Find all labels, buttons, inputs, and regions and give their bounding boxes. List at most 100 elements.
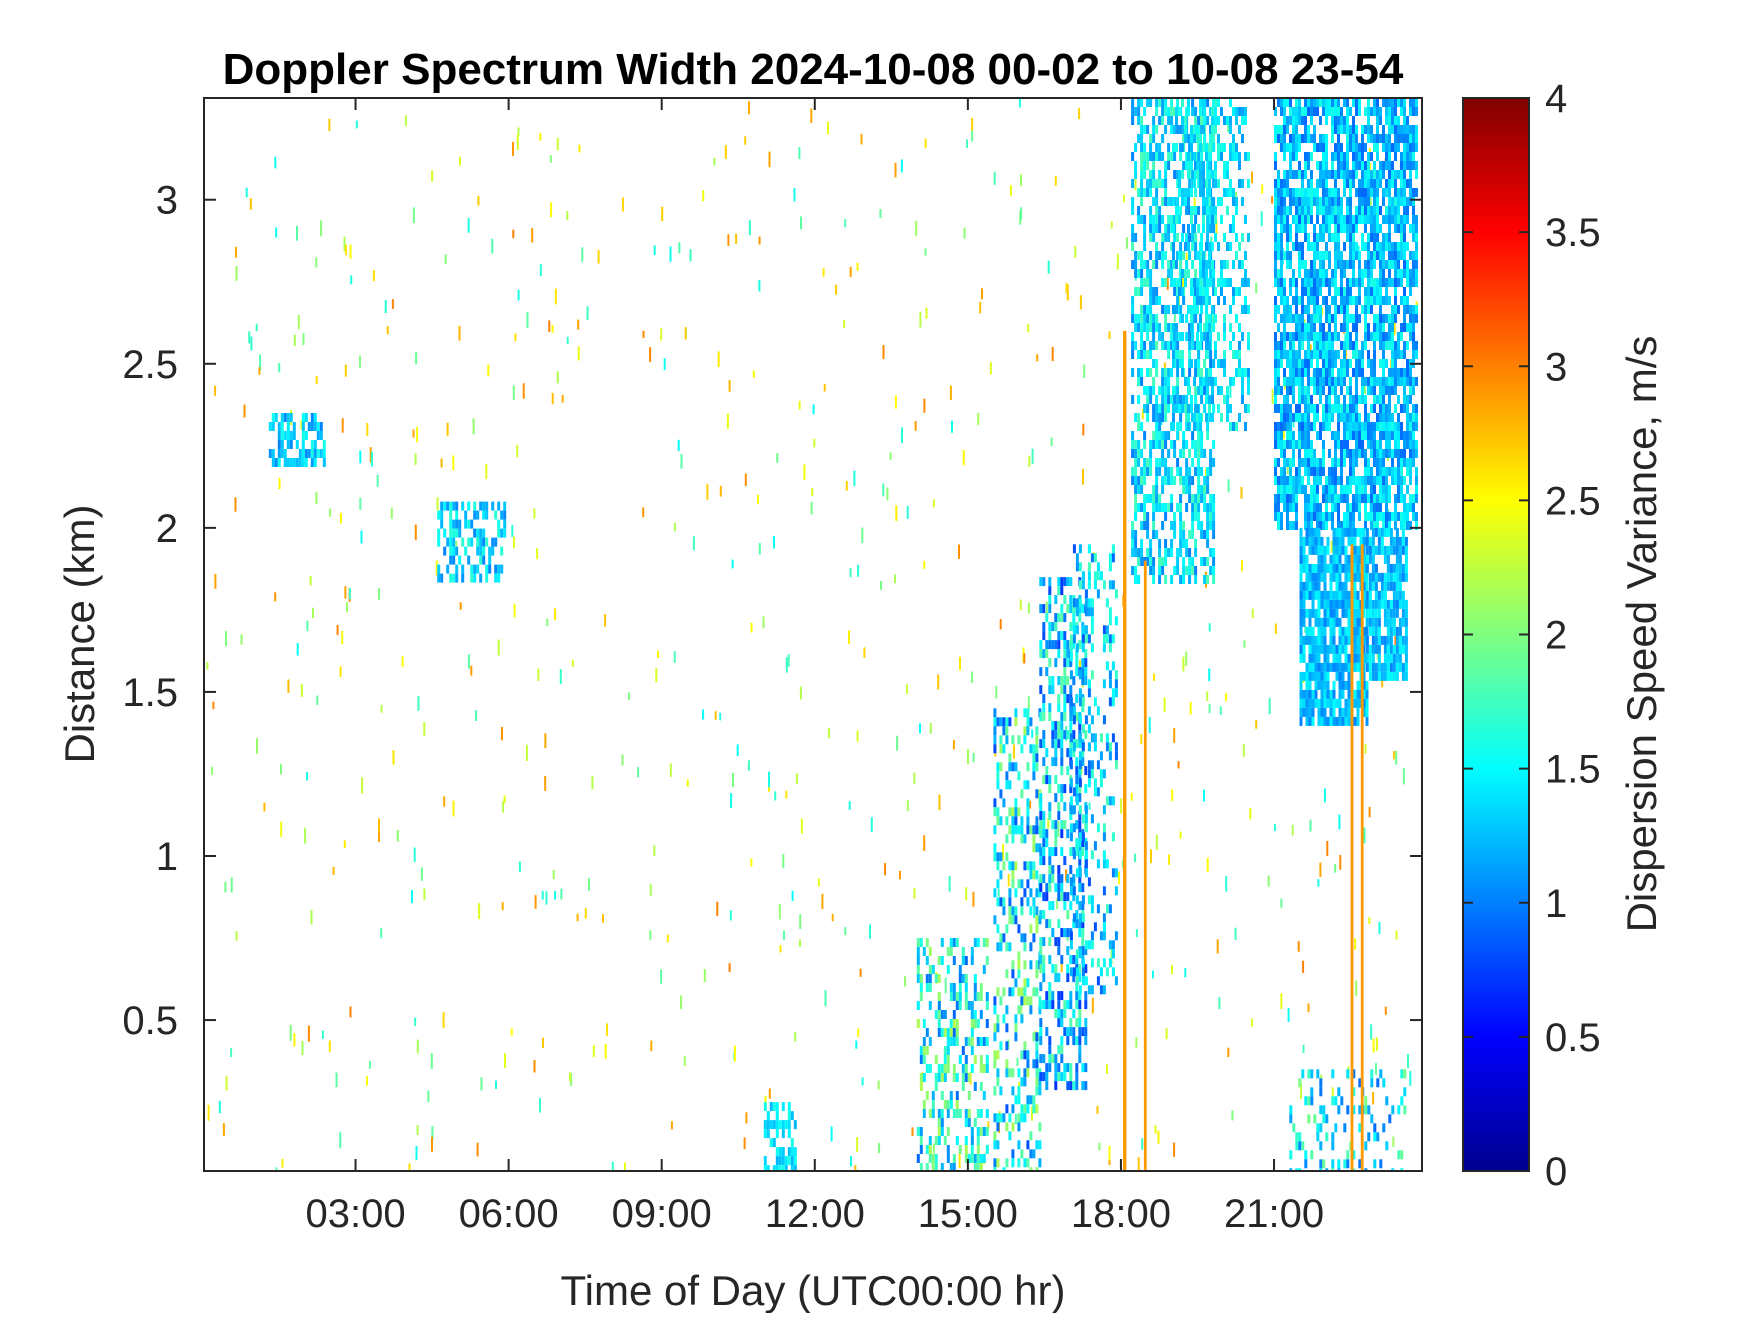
heatmap-cell [1352, 395, 1355, 404]
heatmap-cell [1364, 188, 1367, 197]
heatmap-cell [986, 992, 989, 1001]
heatmap-cell [971, 1001, 974, 1010]
heatmap-cell [1063, 676, 1066, 685]
heatmap-cell [1175, 215, 1178, 224]
heatmap-cell [1364, 269, 1367, 278]
heatmap-cell [1203, 449, 1206, 458]
heatmap-cell [1400, 107, 1403, 116]
heatmap-cell [1307, 206, 1310, 215]
heatmap-cell [941, 1010, 944, 1019]
heatmap-cell [1191, 566, 1194, 575]
heatmap-cell [1394, 260, 1397, 269]
heatmap-cell [1382, 494, 1385, 503]
heatmap-cell [1376, 503, 1379, 512]
heatmap-cell [1289, 431, 1292, 440]
heatmap-cell [1286, 296, 1289, 305]
heatmap-cell [1403, 305, 1406, 314]
noise-cell [811, 488, 813, 496]
heatmap-cell [1035, 753, 1038, 762]
heatmap-cell [1097, 958, 1100, 967]
heatmap-cell [1409, 251, 1412, 260]
heatmap-cell [1397, 440, 1400, 449]
heatmap-cell [1161, 98, 1164, 107]
heatmap-cell [1103, 634, 1106, 643]
heatmap-cell [1313, 269, 1316, 278]
heatmap-cell [1244, 107, 1247, 116]
heatmap-cell [302, 440, 305, 449]
heatmap-cell [1175, 404, 1178, 413]
heatmap-cell [1277, 233, 1280, 242]
heatmap-cell [1355, 368, 1358, 377]
heatmap-cell [1039, 604, 1042, 613]
heatmap-cell [1292, 359, 1295, 368]
heatmap-cell [1316, 458, 1319, 467]
heatmap-cell [953, 1154, 956, 1163]
heatmap-cell [1075, 1081, 1078, 1090]
heatmap-cell [1364, 224, 1367, 233]
heatmap-cell [470, 574, 473, 583]
heatmap-cell [1005, 1104, 1008, 1113]
heatmap-cell [1352, 116, 1355, 125]
heatmap-cell [1085, 715, 1088, 724]
heatmap-cell [1280, 269, 1283, 278]
heatmap-cell [1403, 170, 1406, 179]
heatmap-cell [1020, 789, 1023, 798]
heatmap-cell [1026, 861, 1029, 870]
heatmap-cell [1187, 377, 1190, 386]
heatmap-cell [311, 449, 314, 458]
heatmap-cell [1155, 485, 1158, 494]
heatmap-cell [1343, 260, 1346, 269]
noise-cell [1252, 609, 1254, 618]
heatmap-cell [1343, 188, 1346, 197]
noise-cell [431, 1137, 433, 1152]
heatmap-cell [1322, 143, 1325, 152]
heatmap-cell [1039, 829, 1042, 838]
heatmap-cell [791, 1165, 794, 1174]
heatmap-cell [1226, 170, 1229, 179]
heatmap-cell [1370, 152, 1373, 161]
heatmap-cell [1385, 107, 1388, 116]
heatmap-cell [1063, 613, 1066, 622]
heatmap-cell [1020, 906, 1023, 915]
heatmap-cell [1173, 449, 1176, 458]
noise-cell [315, 257, 317, 267]
heatmap-cell [923, 1019, 926, 1028]
noise-cell [258, 367, 260, 375]
heatmap-cell [1146, 368, 1149, 377]
heatmap-cell [1349, 296, 1352, 305]
heatmap-cell [1158, 386, 1161, 395]
heatmap-cell [938, 1001, 941, 1010]
noise-cell [863, 647, 865, 657]
noise-cell [477, 1143, 479, 1157]
heatmap-cell [974, 1055, 977, 1064]
noise-cell [850, 568, 852, 577]
heatmap-cell [1349, 503, 1352, 512]
heatmap-cell [1382, 395, 1385, 404]
heatmap-cell [1319, 314, 1322, 323]
heatmap-cell [1304, 332, 1307, 341]
heatmap-cell [485, 565, 488, 574]
noise-cell [344, 840, 346, 848]
heatmap-cell [1229, 305, 1232, 314]
heatmap-cell [1051, 847, 1054, 856]
heatmap-cell [1217, 332, 1220, 341]
heatmap-cell [1054, 829, 1057, 838]
heatmap-cell [1181, 287, 1184, 296]
heatmap-cell [1014, 888, 1017, 897]
heatmap-cell [1337, 404, 1340, 413]
heatmap-cell [1014, 825, 1017, 834]
noise-cell [392, 299, 394, 309]
heatmap-cell [1280, 431, 1283, 440]
noise-cell [757, 495, 759, 504]
heatmap-cell [1106, 796, 1109, 805]
heatmap-cell [1149, 305, 1152, 314]
heatmap-cell [1008, 906, 1011, 915]
heatmap-cell [1409, 161, 1412, 170]
noise-cell [1000, 619, 1002, 629]
heatmap-cell [1280, 296, 1283, 305]
noise-cell [794, 188, 796, 202]
heatmap-cell [1304, 116, 1307, 125]
noise-cell [552, 393, 554, 404]
heatmap-cell [1051, 640, 1054, 649]
heatmap-cell [1349, 404, 1352, 413]
